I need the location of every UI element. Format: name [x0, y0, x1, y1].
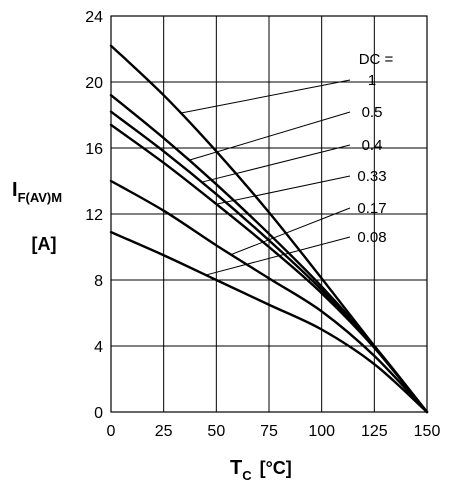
x-axis-title-sub: C — [242, 468, 252, 483]
leader-line-1 — [188, 111, 351, 161]
x-axis-title-unit: [°C] — [260, 458, 292, 478]
x-tick-label-3: 75 — [260, 423, 278, 440]
leader-line-2 — [201, 144, 351, 183]
legend: 1 0.5 0.4 0.33 0.17 0.08 — [180, 72, 387, 276]
legend-title: DC = — [359, 51, 394, 68]
x-tick-label-1: 25 — [155, 423, 173, 440]
plot-frame — [110, 15, 428, 413]
legend-label-4: 0.17 — [357, 200, 386, 217]
legend-label-5: 0.08 — [357, 229, 386, 246]
curve-dc-5 — [109, 230, 429, 414]
curves — [109, 44, 429, 414]
legend-label-1: 0.5 — [362, 104, 383, 121]
curve-dc-3 — [109, 123, 429, 414]
legend-label-2: 0.4 — [362, 137, 383, 154]
y-axis-unit: [A] — [32, 234, 57, 254]
x-tick-label-2: 50 — [207, 423, 225, 440]
y-tick-label-1: 4 — [94, 339, 103, 356]
x-axis-title: TC [°C] — [230, 457, 292, 483]
tick-labels: 0 25 50 75 100 125 150 0 4 8 12 16 20 24 — [85, 9, 440, 440]
y-tick-label-2: 8 — [94, 273, 103, 290]
leader-line-5 — [205, 236, 351, 276]
x-axis-title-main: T — [230, 457, 242, 479]
x-tick-label-5: 125 — [361, 423, 388, 440]
x-tick-label-4: 100 — [308, 423, 335, 440]
x-tick-label-0: 0 — [107, 423, 116, 440]
y-tick-label-5: 20 — [85, 75, 103, 92]
y-axis-title-sub: F(AV)M — [18, 190, 63, 205]
x-tick-label-6: 150 — [414, 423, 441, 440]
y-tick-label-4: 16 — [85, 141, 103, 158]
y-tick-label-0: 0 — [94, 405, 103, 422]
leader-line-3 — [216, 175, 351, 205]
leader-line-0 — [180, 79, 351, 114]
y-tick-label-6: 24 — [85, 9, 103, 26]
y-axis-title-main: I — [12, 179, 18, 201]
legend-label-3: 0.33 — [357, 168, 386, 185]
y-axis-title: IF(AV)M — [12, 179, 62, 205]
grid — [110, 15, 428, 413]
legend-label-0: 1 — [368, 72, 376, 89]
curve-dc-4 — [109, 179, 429, 414]
leader-line-4 — [230, 207, 351, 256]
y-tick-label-3: 12 — [85, 207, 103, 224]
